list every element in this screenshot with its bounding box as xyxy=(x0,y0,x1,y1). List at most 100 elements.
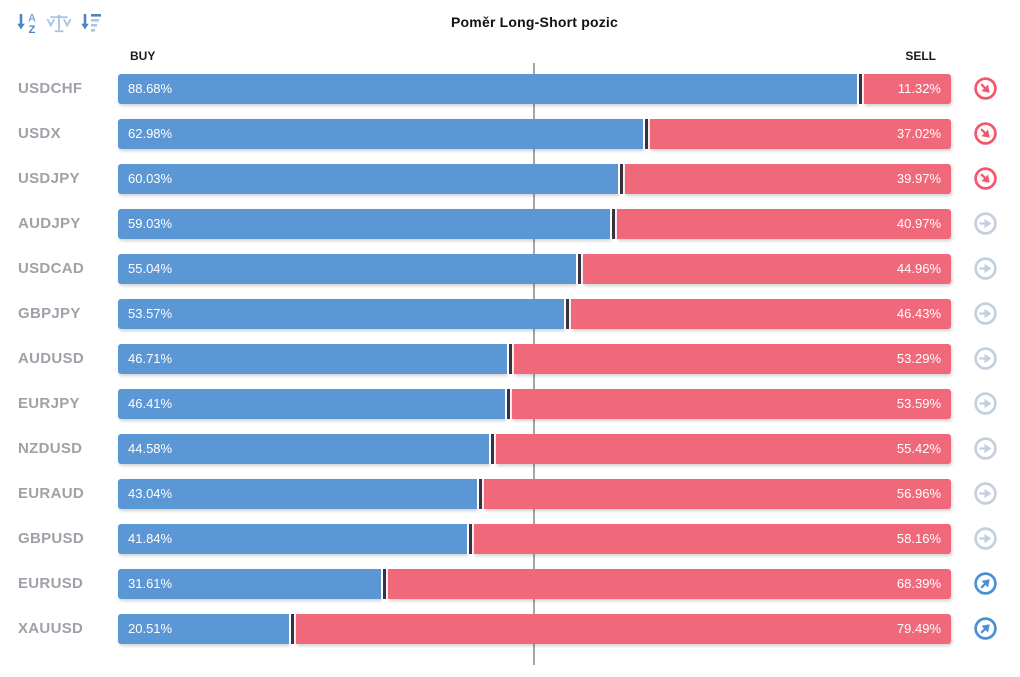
sell-bar-segment[interactable]: 39.97% xyxy=(625,163,951,194)
pair-label: EURUSD xyxy=(18,575,84,592)
sort-amount-button[interactable] xyxy=(78,9,104,37)
trend-neutral-icon[interactable] xyxy=(973,526,998,551)
bar-segment-divider xyxy=(856,73,864,104)
bar-segment-divider xyxy=(381,568,389,599)
trend-down-icon[interactable] xyxy=(973,166,998,191)
buy-percent-label: 43.04% xyxy=(128,486,173,501)
trend-column xyxy=(951,211,1020,236)
trend-neutral-icon[interactable] xyxy=(973,436,998,461)
sell-bar-segment[interactable]: 40.97% xyxy=(616,208,951,239)
pair-label: USDX xyxy=(18,125,61,142)
buy-bar-segment[interactable]: 41.84% xyxy=(118,523,467,554)
buy-percent-label: 59.03% xyxy=(128,216,173,231)
pair-label: USDCAD xyxy=(18,260,84,277)
chart-row: AUDUSD 46.71% 53.29% xyxy=(0,336,1020,381)
bar-segment-divider xyxy=(642,118,650,149)
bar-segment-divider xyxy=(507,343,515,374)
buy-bar-segment[interactable]: 43.04% xyxy=(118,478,477,509)
trend-neutral-icon[interactable] xyxy=(973,301,998,326)
chart-row: USDCAD 55.04% 44.96% xyxy=(0,246,1020,291)
sell-percent-label: 11.32% xyxy=(897,81,941,96)
chart-row: XAUUSD 20.51% 79.49% xyxy=(0,606,1020,651)
buy-bar-segment[interactable]: 62.98% xyxy=(118,118,643,149)
buy-percent-label: 46.71% xyxy=(128,351,173,366)
sell-bar-segment[interactable]: 11.32% xyxy=(863,73,951,104)
buy-bar-segment[interactable]: 20.51% xyxy=(118,613,289,644)
sell-bar-segment[interactable]: 55.42% xyxy=(496,433,951,464)
trend-column xyxy=(951,121,1020,146)
buy-percent-label: 46.41% xyxy=(128,396,173,411)
trend-column xyxy=(951,256,1020,281)
pair-label: AUDJPY xyxy=(18,215,81,232)
svg-text:A: A xyxy=(28,13,36,25)
bar-area: 53.57% 46.43% xyxy=(118,298,951,329)
pair-label: AUDUSD xyxy=(18,350,84,367)
trend-neutral-icon[interactable] xyxy=(973,346,998,371)
bar-area: 43.04% 56.96% xyxy=(118,478,951,509)
bar-segment-divider xyxy=(609,208,617,239)
sell-percent-label: 56.96% xyxy=(896,486,941,501)
bar-segment-divider xyxy=(564,298,572,329)
buy-percent-label: 53.57% xyxy=(128,306,173,321)
bar-area: 46.41% 53.59% xyxy=(118,388,951,419)
bar-segment-divider xyxy=(466,523,474,554)
pair-label: USDJPY xyxy=(18,170,80,187)
sell-bar-segment[interactable]: 46.43% xyxy=(571,298,951,329)
buy-bar-segment[interactable]: 59.03% xyxy=(118,208,610,239)
sell-bar-segment[interactable]: 53.59% xyxy=(511,388,951,419)
sell-bar-segment[interactable]: 58.16% xyxy=(473,523,951,554)
pair-label: EURJPY xyxy=(18,395,80,412)
long-short-bar-chart: USDCHF 88.68% 11.32% USDX 62.98% 37.02% xyxy=(0,63,1020,665)
chart-row: GBPUSD 41.84% 58.16% xyxy=(0,516,1020,561)
trend-neutral-icon[interactable] xyxy=(973,481,998,506)
pair-label: XAUUSD xyxy=(18,620,84,637)
buy-bar-segment[interactable]: 31.61% xyxy=(118,568,382,599)
balance-scale-button[interactable] xyxy=(46,9,72,37)
buy-bar-segment[interactable]: 46.41% xyxy=(118,388,505,419)
buy-bar-segment[interactable]: 53.57% xyxy=(118,298,565,329)
bar-area: 46.71% 53.29% xyxy=(118,343,951,374)
pair-label: GBPUSD xyxy=(18,530,84,547)
buy-bar-segment[interactable]: 60.03% xyxy=(118,163,619,194)
trend-column xyxy=(951,166,1020,191)
trend-column xyxy=(951,616,1020,641)
trend-down-icon[interactable] xyxy=(973,121,998,146)
trend-neutral-icon[interactable] xyxy=(973,211,998,236)
bar-segment-divider xyxy=(504,388,512,419)
column-headers: BUY SELL xyxy=(0,46,1020,66)
chart-row: EURAUD 43.04% 56.96% xyxy=(0,471,1020,516)
trend-neutral-icon[interactable] xyxy=(973,256,998,281)
trend-up-icon[interactable] xyxy=(973,616,998,641)
buy-bar-segment[interactable]: 46.71% xyxy=(118,343,508,374)
bar-area: 62.98% 37.02% xyxy=(118,118,951,149)
buy-bar-segment[interactable]: 44.58% xyxy=(118,433,490,464)
trend-column xyxy=(951,301,1020,326)
sell-bar-segment[interactable]: 37.02% xyxy=(649,118,951,149)
sell-percent-label: 55.42% xyxy=(896,441,941,456)
trend-up-icon[interactable] xyxy=(973,571,998,596)
chart-row: EURUSD 31.61% 68.39% xyxy=(0,561,1020,606)
trend-column xyxy=(951,526,1020,551)
sell-bar-segment[interactable]: 68.39% xyxy=(388,568,951,599)
chart-row: NZDUSD 44.58% 55.42% xyxy=(0,426,1020,471)
sell-bar-segment[interactable]: 56.96% xyxy=(483,478,951,509)
bar-area: 59.03% 40.97% xyxy=(118,208,951,239)
sell-bar-segment[interactable]: 53.29% xyxy=(514,343,951,374)
pair-label: USDCHF xyxy=(18,80,83,97)
sort-alphabetical-button[interactable]: A Z xyxy=(14,9,40,37)
buy-column-header: BUY xyxy=(130,49,156,63)
chart-row: AUDJPY 59.03% 40.97% xyxy=(0,201,1020,246)
buy-percent-label: 88.68% xyxy=(128,81,173,96)
trend-column xyxy=(951,76,1020,101)
buy-percent-label: 62.98% xyxy=(128,126,173,141)
bar-area: 31.61% 68.39% xyxy=(118,568,951,599)
buy-bar-segment[interactable]: 55.04% xyxy=(118,253,577,284)
trend-down-icon[interactable] xyxy=(973,76,998,101)
sell-bar-segment[interactable]: 79.49% xyxy=(295,613,951,644)
chart-row: GBPJPY 53.57% 46.43% xyxy=(0,291,1020,336)
sell-bar-segment[interactable]: 44.96% xyxy=(583,253,951,284)
buy-percent-label: 44.58% xyxy=(128,441,173,456)
trend-neutral-icon[interactable] xyxy=(973,391,998,416)
buy-bar-segment[interactable]: 88.68% xyxy=(118,73,857,104)
chart-row: EURJPY 46.41% 53.59% xyxy=(0,381,1020,426)
